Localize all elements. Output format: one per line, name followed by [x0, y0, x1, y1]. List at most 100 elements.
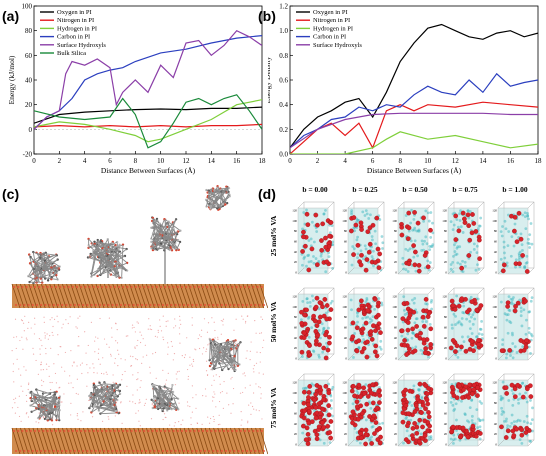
y-tick-label: 0.8	[279, 52, 288, 60]
series-line-bulk-silica	[34, 94, 262, 149]
series-line-hydrogen-in-pi	[34, 99, 262, 143]
z-tick-label: 100	[492, 305, 497, 309]
y-tick-label: 100	[22, 3, 33, 11]
x-tick-label: 2	[58, 157, 62, 165]
z-tick-label: 80	[394, 229, 398, 233]
panel-label-a: (a)	[2, 8, 20, 24]
z-tick-label: 100	[292, 391, 297, 395]
polymer-molecule	[27, 250, 61, 285]
z-tick-label: 40	[444, 250, 448, 254]
z-tick-label: 0	[495, 357, 497, 361]
column-header: b = 0.75	[452, 185, 478, 194]
simulation-box: 120 100 80 60 40 20 0	[392, 287, 435, 361]
column-header: b = 0.50	[402, 185, 428, 194]
z-tick-label: 0	[395, 357, 397, 361]
series-line-oxygen-in-pi	[34, 106, 262, 124]
z-tick-label: 20	[344, 346, 348, 350]
z-tick-label: 20	[494, 346, 498, 350]
legend-entry: Bulk Silica	[57, 50, 86, 57]
silica-substrate	[11, 283, 268, 309]
simulation-box: 120 100 80 60 40 20 0	[342, 201, 385, 275]
z-tick-label: 100	[492, 391, 497, 395]
x-tick-label: 0	[32, 157, 36, 165]
z-tick-label: 80	[294, 401, 298, 405]
z-tick-label: 100	[292, 219, 297, 223]
z-tick-label: 0	[295, 443, 297, 447]
x-tick-label: 18	[259, 157, 267, 165]
legend-entry: Oxygen in PI	[57, 9, 92, 16]
z-tick-label: 100	[442, 219, 447, 223]
z-tick-label: 20	[344, 260, 348, 264]
z-tick-label: 80	[294, 229, 298, 233]
z-tick-label: 120	[292, 209, 297, 213]
z-tick-label: 100	[342, 219, 347, 223]
x-tick-label: 18	[535, 157, 543, 165]
z-tick-label: 60	[294, 326, 298, 330]
z-tick-label: 100	[442, 305, 447, 309]
z-tick-label: 20	[294, 432, 298, 436]
z-tick-label: 80	[394, 401, 398, 405]
z-tick-label: 40	[294, 250, 298, 254]
column-header: b = 0.25	[352, 185, 378, 194]
silica-substrate	[11, 427, 268, 455]
z-tick-label: 0	[395, 443, 397, 447]
panel-label-b: (b)	[258, 8, 276, 24]
z-tick-label: 120	[292, 381, 297, 385]
z-tick-label: 0	[445, 271, 447, 275]
z-tick-label: 120	[442, 209, 447, 213]
energy-density-chart-b: 0 2 4 6 8 10 12 14 16 18 0.0 0.2 0.4 0.6 0.8 1.0 1.2 Dist…	[268, 3, 543, 176]
z-tick-label: 80	[344, 229, 348, 233]
simulation-box: 120 100 80 60 40 20 0	[292, 287, 335, 361]
x-tick-label: 16	[233, 157, 241, 165]
z-tick-label: 80	[344, 315, 348, 319]
z-tick-label: 60	[444, 240, 448, 244]
z-tick-label: 80	[494, 401, 498, 405]
z-tick-label: 20	[444, 346, 448, 350]
z-tick-label: 20	[294, 346, 298, 350]
simulation-box: 120 100 80 60 40 20 0	[492, 287, 535, 361]
simulation-box: 120 100 80 60 40 20 0	[342, 287, 385, 361]
z-tick-label: 40	[344, 422, 348, 426]
simulation-snapshots-c	[11, 185, 268, 455]
z-tick-label: 40	[444, 336, 448, 340]
z-tick-label: 120	[492, 381, 497, 385]
z-tick-label: 0	[345, 357, 347, 361]
x-axis-label: Distance Between Surfaces (Å)	[367, 166, 462, 175]
z-tick-label: 60	[394, 412, 398, 416]
y-axis-label: Energy Density	[268, 56, 272, 103]
z-tick-label: 120	[342, 209, 347, 213]
legend-entry: Nitrogen in PI	[313, 17, 350, 24]
z-tick-label: 100	[292, 305, 297, 309]
z-tick-label: 20	[394, 260, 398, 264]
z-tick-label: 100	[392, 305, 397, 309]
z-tick-label: 40	[494, 336, 498, 340]
column-header: b = 1.00	[502, 185, 528, 194]
simulation-box: 120 100 80 60 40 20 0	[492, 201, 535, 275]
z-tick-label: 100	[392, 391, 397, 395]
simulation-box: 120 100 80 60 40 20 0	[342, 373, 385, 447]
x-tick-label: 14	[208, 157, 216, 165]
z-tick-label: 0	[495, 443, 497, 447]
legend-entry: Oxygen in PI	[313, 9, 348, 16]
z-tick-label: 80	[444, 229, 448, 233]
series-line-surface-hydroxyls	[34, 29, 262, 130]
y-tick-label: 60	[25, 52, 33, 60]
x-tick-label: 4	[83, 157, 87, 165]
z-tick-label: 60	[294, 412, 298, 416]
panel-label-c: (c)	[2, 186, 20, 202]
series-line-hydrogen-in-pi	[290, 131, 538, 154]
series-line-nitrogen-in-pi	[34, 123, 262, 128]
z-tick-label: 60	[294, 240, 298, 244]
y-tick-label: 1.0	[279, 27, 288, 35]
z-tick-label: 40	[294, 336, 298, 340]
z-tick-label: 100	[492, 219, 497, 223]
panel-label-d: (d)	[258, 186, 276, 202]
z-tick-label: 40	[394, 250, 398, 254]
simulation-box: 120 100 80 60 40 20 0	[292, 373, 335, 447]
polymer-molecule	[204, 185, 231, 211]
simulation-box: 120 100 80 60 40 20 0	[442, 287, 485, 361]
polymer-molecule	[28, 388, 62, 422]
simulation-box: 120 100 80 60 40 20 0	[492, 373, 535, 447]
z-tick-label: 20	[444, 260, 448, 264]
z-tick-label: 120	[492, 209, 497, 213]
